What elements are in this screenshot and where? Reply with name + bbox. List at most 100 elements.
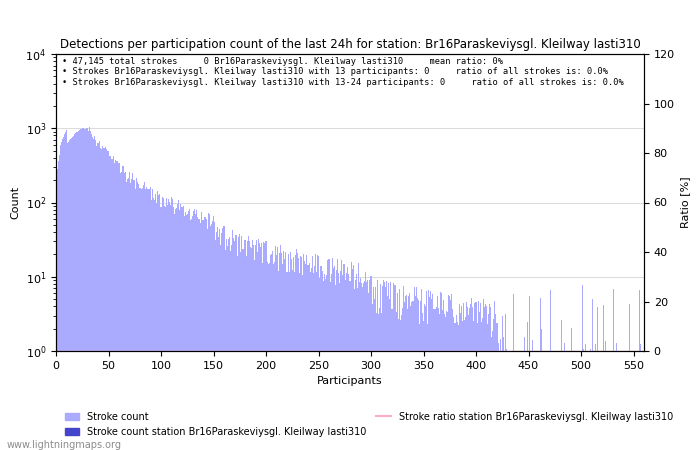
Bar bbox=[508, 351, 509, 450]
Bar bbox=[616, 343, 617, 450]
Bar bbox=[273, 265, 274, 450]
Bar bbox=[60, 145, 61, 450]
Bar bbox=[400, 320, 401, 450]
Stroke ratio station Br16Paraskeviysgl. Kleilway lasti310 bbox=[57, 348, 66, 354]
Bar bbox=[176, 208, 177, 450]
Bar bbox=[534, 351, 536, 450]
Bar bbox=[313, 273, 314, 450]
Bar bbox=[464, 320, 465, 450]
Bar bbox=[239, 234, 240, 450]
Bar bbox=[568, 351, 569, 450]
Bar bbox=[211, 225, 212, 450]
Bar bbox=[137, 182, 139, 450]
Bar bbox=[326, 274, 328, 450]
Bar bbox=[381, 313, 382, 450]
Bar bbox=[300, 256, 301, 450]
Bar bbox=[484, 307, 485, 450]
Bar bbox=[89, 127, 90, 450]
Bar bbox=[479, 312, 480, 450]
Bar bbox=[323, 281, 324, 450]
Bar bbox=[465, 317, 466, 450]
Bar bbox=[438, 309, 439, 450]
Bar bbox=[519, 351, 521, 450]
Bar bbox=[584, 344, 586, 450]
Bar bbox=[532, 340, 533, 450]
Bar bbox=[335, 285, 336, 450]
Bar bbox=[634, 351, 635, 450]
Bar bbox=[90, 131, 91, 450]
Bar bbox=[305, 264, 307, 450]
Bar bbox=[251, 248, 252, 450]
Bar bbox=[378, 315, 379, 450]
Bar bbox=[545, 351, 546, 450]
Bar bbox=[153, 198, 154, 450]
Bar bbox=[293, 257, 294, 450]
Bar bbox=[281, 253, 282, 450]
Bar bbox=[252, 240, 253, 450]
Bar bbox=[80, 129, 82, 450]
Bar bbox=[513, 293, 514, 450]
Bar bbox=[193, 212, 194, 450]
Bar bbox=[93, 139, 95, 450]
Bar bbox=[372, 288, 374, 450]
Bar bbox=[442, 310, 443, 450]
Bar bbox=[488, 314, 489, 450]
Bar bbox=[351, 269, 353, 450]
Bar bbox=[217, 227, 218, 450]
Bar bbox=[322, 271, 323, 450]
Bar bbox=[111, 158, 112, 450]
Bar bbox=[379, 308, 380, 450]
Bar bbox=[471, 298, 472, 450]
Bar bbox=[429, 297, 430, 450]
Bar bbox=[410, 306, 412, 450]
Bar bbox=[192, 216, 193, 450]
Bar bbox=[299, 273, 300, 450]
Bar bbox=[225, 239, 227, 450]
Bar bbox=[387, 296, 388, 450]
Bar bbox=[155, 194, 156, 450]
Bar bbox=[64, 134, 65, 450]
Bar bbox=[92, 137, 93, 450]
Bar bbox=[270, 255, 271, 450]
Bar bbox=[428, 290, 429, 450]
Bar bbox=[209, 214, 210, 450]
Bar bbox=[304, 261, 305, 450]
Bar bbox=[481, 322, 482, 450]
Bar bbox=[74, 135, 76, 450]
Bar bbox=[134, 180, 135, 450]
Bar bbox=[433, 309, 435, 450]
Bar bbox=[128, 178, 129, 450]
Bar bbox=[150, 187, 151, 450]
Bar bbox=[129, 172, 130, 450]
Bar bbox=[276, 255, 277, 450]
Bar bbox=[504, 351, 505, 450]
Bar bbox=[183, 216, 185, 450]
Bar bbox=[540, 329, 542, 450]
Bar bbox=[330, 274, 332, 450]
Bar bbox=[425, 306, 426, 450]
Bar bbox=[460, 313, 461, 450]
Bar bbox=[421, 288, 422, 450]
Bar bbox=[423, 321, 424, 450]
Bar bbox=[144, 182, 145, 450]
Bar bbox=[363, 283, 364, 450]
Bar bbox=[480, 303, 481, 450]
Bar bbox=[259, 243, 260, 450]
Y-axis label: Count: Count bbox=[10, 186, 20, 219]
Stroke ratio station Br16Paraskeviysgl. Kleilway lasti310 bbox=[550, 348, 559, 354]
Bar bbox=[354, 288, 355, 450]
Bar bbox=[189, 209, 190, 450]
Bar bbox=[395, 312, 397, 450]
Bar bbox=[505, 314, 506, 450]
Bar bbox=[605, 341, 606, 450]
Bar bbox=[463, 303, 464, 450]
Bar bbox=[582, 349, 584, 450]
Bar bbox=[571, 328, 572, 450]
Bar bbox=[87, 127, 88, 450]
Bar bbox=[167, 205, 168, 450]
Bar bbox=[290, 259, 292, 450]
Bar bbox=[188, 212, 189, 450]
Bar bbox=[88, 130, 89, 450]
Bar bbox=[250, 247, 251, 450]
Bar bbox=[419, 324, 420, 450]
